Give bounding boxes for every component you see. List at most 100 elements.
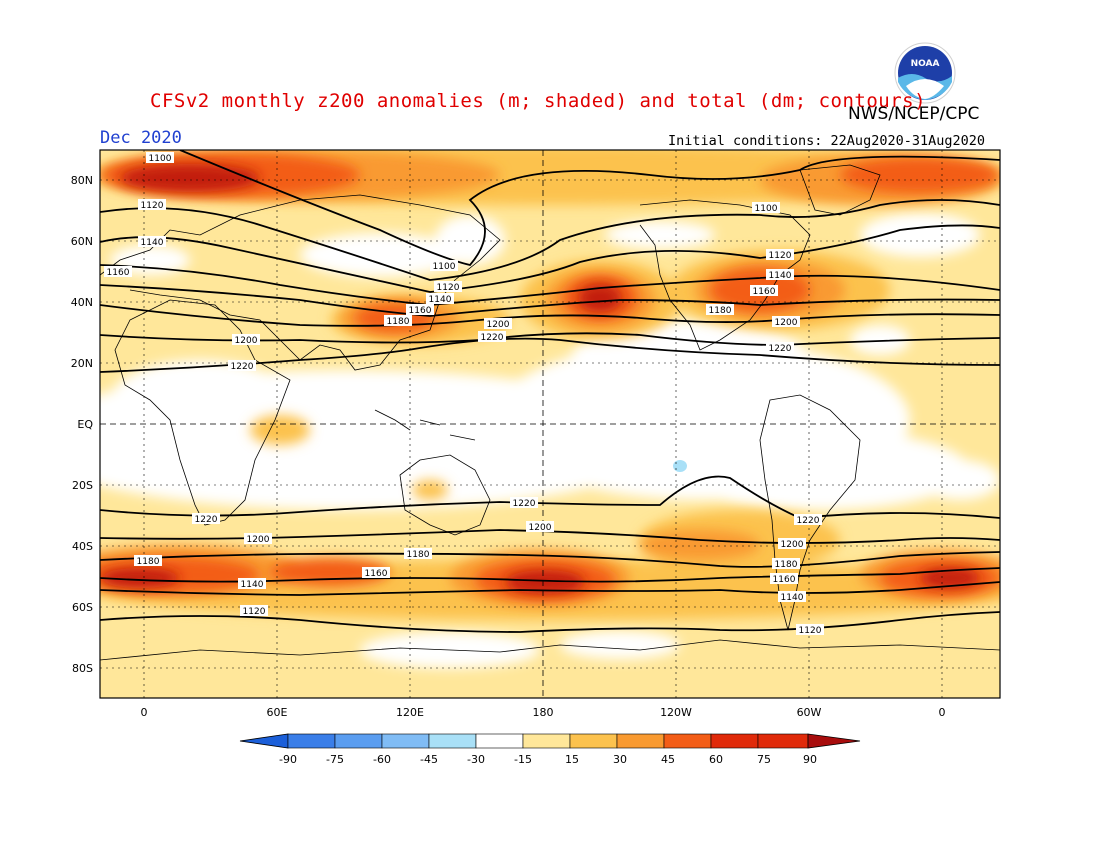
colorbar-label: 15: [565, 753, 579, 766]
chart-title: CFSv2 monthly z200 anomalies (m; shaded)…: [150, 90, 927, 112]
colorbar-swatch: [475, 733, 524, 749]
contour-label: 1220: [192, 513, 220, 525]
longitude-axis: 0 60E 120E 180 120W 60W 0: [141, 706, 946, 719]
colorbar-label: -15: [514, 753, 532, 766]
organization-label: NWS/NCEP/CPC: [848, 104, 980, 124]
lat-label: EQ: [77, 418, 93, 431]
svg-text:1160: 1160: [773, 575, 796, 585]
contour-label: 1200: [778, 538, 806, 550]
contour-label: 1120: [434, 281, 462, 293]
colorbar-swatch: [287, 733, 336, 749]
logo-text: NOAA: [911, 59, 940, 69]
lat-label: 20S: [72, 479, 93, 492]
colorbar-label: 75: [757, 753, 771, 766]
svg-text:1220: 1220: [231, 362, 254, 372]
colorbar-label: -45: [420, 753, 438, 766]
height-contours: [100, 150, 1000, 633]
svg-text:1140: 1140: [781, 593, 804, 603]
contour-label: 1120: [138, 199, 166, 211]
contour-label: 1140: [766, 269, 794, 281]
map-frame: [99, 149, 1001, 699]
colorbar-label: 30: [613, 753, 627, 766]
contour-label: 1160: [104, 266, 132, 278]
contour-label: 1220: [794, 514, 822, 526]
svg-text:1160: 1160: [107, 268, 130, 278]
lon-label: 0: [939, 706, 946, 719]
negative-anomaly-spot: [673, 460, 687, 472]
lat-label: 20N: [71, 357, 93, 370]
svg-text:1120: 1120: [799, 626, 822, 636]
contour-label: 1180: [134, 555, 162, 567]
svg-text:1160: 1160: [365, 569, 388, 579]
colorbar-label: 90: [803, 753, 817, 766]
contour-label: 1100: [430, 260, 458, 272]
svg-text:1220: 1220: [797, 516, 820, 526]
colorbar-swatch: [428, 733, 477, 749]
svg-text:1140: 1140: [141, 238, 164, 248]
contour-label: 1140: [138, 236, 166, 248]
colorbar-label: 60: [709, 753, 723, 766]
colorbar-label: -90: [279, 753, 297, 766]
lon-label: 0: [141, 706, 148, 719]
svg-text:1200: 1200: [247, 535, 270, 545]
contour-label: 1160: [362, 567, 390, 579]
contour-label: 1120: [240, 605, 268, 617]
contour-label: 1200: [526, 521, 554, 533]
colorbar-label: -60: [373, 753, 391, 766]
contour-label: 1200: [244, 533, 272, 545]
svg-text:1220: 1220: [513, 499, 536, 509]
colorbar: -90 -75 -60 -45 -30 -15 15 30 45 60 75 9…: [239, 733, 861, 766]
lat-label: 60S: [72, 601, 93, 614]
contour-label: 1140: [426, 293, 454, 305]
lat-label: 60N: [71, 235, 93, 248]
colorbar-swatch: [522, 733, 571, 749]
colorbar-label: -30: [467, 753, 485, 766]
contour-label: 1220: [766, 342, 794, 354]
contour-label: 1200: [772, 316, 800, 328]
colorbar-swatch: [663, 733, 712, 749]
svg-text:1180: 1180: [137, 557, 160, 567]
colorbar-swatch: [569, 733, 618, 749]
contour-label: 1160: [406, 304, 434, 316]
noaa-logo: NOAA: [894, 42, 956, 104]
lon-label: 180: [533, 706, 554, 719]
svg-text:1220: 1220: [195, 515, 218, 525]
svg-text:1140: 1140: [241, 580, 264, 590]
lat-label: 80N: [71, 174, 93, 187]
colorbar-arrow-left: [239, 733, 289, 749]
contour-label: 1120: [796, 624, 824, 636]
contour-label: 1120: [766, 249, 794, 261]
svg-text:1180: 1180: [775, 560, 798, 570]
colorbar-arrow-right: [807, 733, 861, 749]
coastlines: [100, 164, 1000, 661]
svg-text:1120: 1120: [769, 251, 792, 261]
contour-label: 1100: [752, 202, 780, 214]
svg-text:1140: 1140: [429, 295, 452, 305]
svg-text:1120: 1120: [437, 283, 460, 293]
contour-label: 1220: [478, 331, 506, 343]
colorbar-swatch: [381, 733, 430, 749]
contour-label: 1180: [706, 304, 734, 316]
svg-text:1200: 1200: [529, 523, 552, 533]
svg-text:1180: 1180: [407, 550, 430, 560]
svg-text:1220: 1220: [769, 344, 792, 354]
contour-label: 1200: [232, 334, 260, 346]
contour-label: 1140: [238, 578, 266, 590]
contour-label: 1180: [772, 558, 800, 570]
svg-text:1180: 1180: [387, 317, 410, 327]
svg-text:1140: 1140: [769, 271, 792, 281]
lon-label: 120W: [660, 706, 692, 719]
contour-label: 1180: [384, 315, 412, 327]
contour-label: 1160: [770, 573, 798, 585]
contour-label: 1140: [778, 591, 806, 603]
contour-label: 1220: [228, 360, 256, 372]
lat-label: 40S: [72, 540, 93, 553]
lon-label: 60W: [797, 706, 822, 719]
equator-dateline: [100, 150, 1000, 698]
lon-label: 60E: [267, 706, 288, 719]
lat-label: 40N: [71, 296, 93, 309]
colorbar-swatch: [757, 733, 809, 749]
contour-label: 1200: [484, 318, 512, 330]
contour-label: 1220: [510, 497, 538, 509]
